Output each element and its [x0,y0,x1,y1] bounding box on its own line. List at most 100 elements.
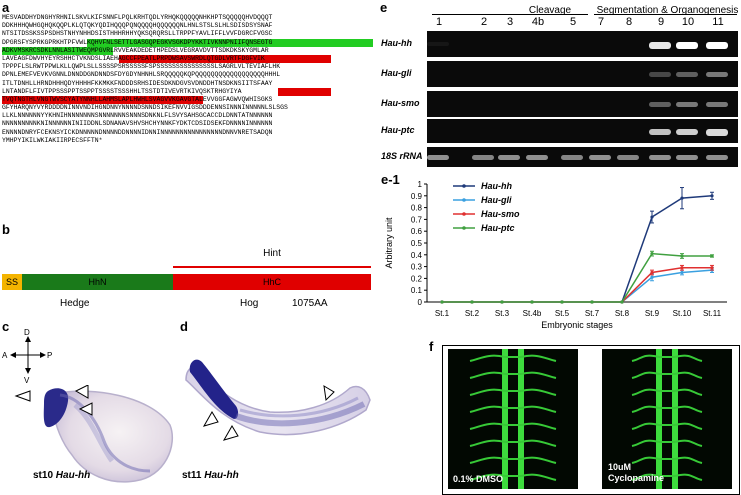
sequence-line: DDKHHHQWHGQHQKQQPLKLQTQKYQDIHQQQPQNQQQQH… [2,22,374,30]
nerve-rung [631,439,703,447]
gel-row [427,61,738,87]
nerve-rung [469,456,557,464]
gel-band [649,129,671,136]
data-point [560,300,564,304]
sequence-text: TVQTNGTHLVNGTWVSCYATYNNHLLAHMSLAPLHWHLSV… [2,95,273,103]
x-tick-label: St.10 [673,309,692,318]
gel-band [472,155,494,160]
y-tick-label: 0.1 [411,286,423,295]
sequence-line: ENNNNDNRYFCEKNSYICKDNNNNNDNNNNDDNNNNIDNN… [2,129,374,137]
hint-bracket-line [173,266,371,268]
gel-row [427,91,738,117]
sequence-text: NNNNNNNNNKNINNNNNNINIIDDNLSDNANAVSHVSHCH… [2,120,273,128]
dmso-fluorescence-image [448,349,578,489]
gel-band [676,155,698,160]
legend-label: Hau-gli [481,195,512,205]
series-line [442,269,713,303]
lane-number: 3 [506,16,514,28]
sequence-line: TPPPFLSLRWTPPWLKLLQWPLSLLSSSSPSRSSSSSFSP… [2,63,374,71]
lane-number: 5 [569,16,577,28]
nerve-rung [469,439,557,447]
data-point [470,300,474,304]
nerve-rung [469,405,557,413]
nerve-rung [631,388,703,396]
y-tick-label: 0.7 [411,215,423,224]
lane-number: 11 [712,16,724,28]
sequence-text: GFYHARQNYVYRDDDDNINNVNDIHGNDNNYNNNNDSNND… [2,104,288,112]
x-tick-label: St.8 [615,309,630,318]
sequence-text: DDKHHHQWHGQHQKQQPLKLQTQKYQDIHQQQPQNQQQQH… [2,22,273,30]
nerve-rung [469,354,557,362]
legend-marker [462,226,466,230]
data-point [710,194,714,198]
nerve-rung [469,422,557,430]
hhn-domain: HhN [22,274,173,290]
series-line [442,267,712,303]
sequence-text: TPPPFLSLRWTPPWLKLLQWPLSLLSSSSPSRSSSSSFSP… [2,63,281,71]
sequence-line: LNTANDFLFIVTPPSSSPPTSSPPTSSSSTSSSHHLTSST… [2,87,374,96]
nerve-rung [631,473,703,481]
y-tick-label: 0.8 [411,204,423,213]
embryo-c-stage: st10 [33,470,54,481]
lane-number: 10 [681,16,695,28]
hint-label: Hint [263,248,281,259]
group-seg-label: Segmentation & Organogenesis [596,5,739,16]
x-tick-label: St.5 [555,309,570,318]
series-line [442,252,712,303]
data-point [710,254,714,258]
y-tick-label: 0.3 [411,263,423,272]
nerve-rung [631,371,703,379]
sequence-text: DPNLEMEFVEVKVGNNLDNNDDGNDNNDSFDYGDYNHNHL… [2,71,281,79]
sequence-text: ITLTDNHLLHRNDHHHQDYHHHHFKKMKKFNDDDSRHSID… [2,79,273,87]
lane-number: 4b [531,16,545,28]
sequence-line: MESVADDHYDNGHYRHNILSKVLKIFSNNFLPQLKRHTQD… [2,14,374,22]
gel-band [649,72,671,77]
gel-band [706,102,728,108]
hedge-label: Hedge [60,298,90,309]
expression-line-chart: 0 0.1 0.2 0.3 0.4 0.5 0.6 0.7 0.8 0.9 1 St.1 St.2 St.… [384,180,727,330]
embryo-d-caption: st11 Hau-hh [182,470,239,481]
sequence-text: MESVADDHYDNGHYRHNILSKVLKIFSNNFLPQLKRHTQD… [2,14,273,21]
sequence-line: LLKLNNNNNNYYKHNIHNNNNNNNSNNNNNNNSNNNSDNK… [2,112,374,120]
gel-gene-label: Hau-gli [381,68,412,78]
lane-number: 7 [597,16,605,28]
sequence-line: GFYHARQNYVYRDDDDNINNVNDIHGNDNNYNNNNDSNND… [2,104,374,112]
data-point [530,300,534,304]
gel-band [676,72,698,78]
hhc-domain: HhC [173,274,371,290]
data-point [650,275,654,279]
embryo-st11-image [185,359,371,441]
panel-label-b: b [2,222,10,237]
group-cleavage-label: Cleavage [528,5,572,16]
data-point [650,215,654,219]
legend-marker [462,212,466,216]
nerve-rung [631,405,703,413]
gel-band [427,42,449,47]
compass-anterior: A [2,351,8,360]
x-tick-label: St.7 [585,309,600,318]
sequence-highlight [118,54,331,64]
gel-gene-label: 18S rRNA [381,151,423,161]
data-point [680,266,684,270]
panel-label-e: e [380,0,388,15]
gel-gene-label: Hau-hh [381,38,412,48]
gel-gene-label: Hau-ptc [381,125,415,135]
gel-band [706,72,728,78]
sequence-text: ENNNNDNRYFCEKNSYICKDNNNNNDNNNNDDNNNNIDNN… [2,128,273,136]
y-tick-label: 0.6 [411,227,423,236]
length-label: 1075AA [292,298,328,309]
legend-label: Hau-smo [481,209,520,219]
compass-ventral: V [24,376,30,385]
protein-sequence: MESVADDHYDNGHYRHNILSKVLKIFSNNFLPQLKRHTQD… [2,14,374,145]
panel-label-e1: e-1 [381,172,400,187]
gel-band [526,155,548,160]
cyclopamine-label-line2: Cyclopamine [608,473,665,483]
sequence-line: LAVEAGFDWVHYEYRSHHCTVKNDSLIAEHAGCCFPEATL… [2,54,374,64]
legend-marker [462,184,466,188]
data-point [680,270,684,275]
y-tick-label: 0.2 [411,274,423,283]
nerve-rung [631,354,703,362]
sequence-text: DPGRSFYSPRKGPRKHTPFVWLKQHVFNLSETTLGASGQP… [2,38,273,46]
x-tick-label: St.3 [495,309,510,318]
nerve-rung [469,388,557,396]
